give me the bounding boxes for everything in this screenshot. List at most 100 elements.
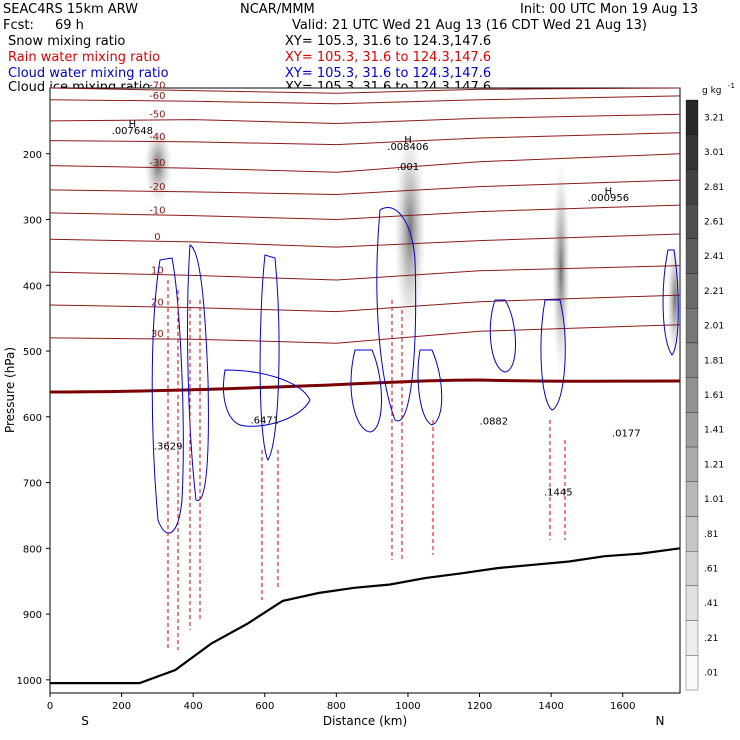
x-tick-label: 1200 [467, 701, 492, 712]
field-label-cloud-water: Cloud water mixing ratio [8, 66, 169, 81]
colorbar-label: 2.21 [704, 287, 724, 297]
field-label-rain: Rain water mixing ratio [8, 50, 161, 65]
colorbar-swatch [685, 412, 699, 448]
ice-plume [667, 240, 683, 360]
contour-annotation: .0177 [612, 429, 641, 440]
colorbar-label: 1.41 [704, 426, 724, 436]
temperature-label: -10 [149, 206, 165, 217]
temperature-contours: -70-60 -50 -40 -30 -20 -10 0 10 20 30 [49, 81, 681, 344]
y-axis-label: Pressure (hPa) [3, 347, 17, 433]
field-xy-cloud-water: XY= 105.3, 31.6 to 124.3,147.6 [285, 66, 492, 81]
terrain-line [50, 547, 681, 685]
fcst-label: Fcst: [3, 18, 34, 33]
colorbar-unit-exp: -1 [728, 82, 735, 90]
temperature-contour [49, 265, 681, 281]
contour-annotation: .007648 [112, 126, 153, 137]
colorbar-label: 1.21 [704, 460, 724, 470]
annotations: H.007648H.008406.001H.000956.3629.6471.0… [112, 119, 641, 498]
contour-annotation: .0882 [480, 417, 509, 428]
colorbar-label: 2.41 [704, 252, 724, 262]
x-tick-label: 400 [184, 701, 203, 712]
x-tick-label: 800 [327, 701, 346, 712]
colorbar-label: .61 [704, 565, 718, 575]
temperature-label: -50 [149, 110, 165, 121]
colorbar-label: 3.01 [704, 148, 724, 158]
contour-annotation: .3629 [154, 442, 183, 453]
temperature-label: 20 [151, 298, 164, 309]
colorbar-swatch [685, 551, 699, 587]
x-axis-label: Distance (km) [323, 714, 407, 728]
contour-annotation: .008406 [387, 142, 428, 153]
rain-water-contours [167, 280, 566, 650]
colorbar-unit: g kg [702, 86, 722, 96]
contour-annotation: .000956 [588, 193, 629, 204]
temperature-label: -60 [149, 91, 165, 102]
contour-annotation: H [404, 135, 412, 146]
colorbar-label: 3.21 [704, 113, 724, 123]
colorbar-label: .21 [704, 634, 718, 644]
temperature-contour [49, 113, 681, 125]
y-tick-label: 400 [23, 281, 42, 292]
colorbar-swatch [685, 273, 699, 309]
y-tick-label: 300 [23, 216, 42, 227]
field-label-snow: Snow mixing ratio [8, 34, 126, 49]
ice-plume [144, 125, 172, 205]
x-tick-label: 1400 [538, 701, 563, 712]
x-tick-label: 200 [112, 701, 131, 712]
colorbar: 3.21 3.01 2.81 2.61 2.41 2.21 2.01 1.81 1.61 1.41… [685, 99, 724, 691]
colorbar-label: .01 [704, 669, 718, 679]
y-tick-label: 800 [23, 544, 42, 555]
x-tick-label: 1000 [395, 701, 420, 712]
temperature-contour [49, 132, 681, 146]
contour-annotation: .001 [397, 162, 419, 173]
init-time: Init: 00 UTC Mon 19 Aug 13 [520, 2, 699, 17]
ice-plume [552, 160, 570, 380]
colorbar-swatch [685, 308, 699, 344]
temperature-contour [49, 204, 681, 221]
colorbar-swatch [685, 99, 699, 135]
contour-annotation: .1445 [544, 488, 573, 499]
colorbar-label: .41 [704, 599, 718, 609]
contour-annotation: H [129, 119, 137, 130]
colorbar-swatch [685, 620, 699, 656]
x-tick-label: 600 [255, 701, 274, 712]
colorbar-swatch [685, 134, 699, 170]
temperature-contour [49, 95, 681, 105]
colorbar-swatch [685, 481, 699, 517]
temperature-label: 10 [151, 265, 164, 276]
colorbar-label: 1.01 [704, 495, 724, 505]
field-xy-rain: XY= 105.3, 31.6 to 124.3,147.6 [285, 50, 492, 65]
colorbar-swatch [685, 655, 699, 691]
x-tick-label: 0 [47, 701, 53, 712]
y-tick-label: 600 [23, 413, 42, 424]
colorbar-label: 1.61 [704, 391, 724, 401]
x-axis: 0 200 400 600 800 1000 1200 1400 1600 [47, 693, 635, 712]
x-end-left: S [81, 714, 89, 728]
fcst-value: 69 h [55, 18, 84, 33]
valid-time: Valid: 21 UTC Wed 21 Aug 13 (16 CDT Wed … [292, 18, 647, 33]
org-label: NCAR/MMM [240, 2, 315, 17]
colorbar-swatch [685, 342, 699, 378]
colorbar-label: 2.01 [704, 322, 724, 332]
temperature-label: -70 [149, 81, 165, 92]
colorbar-swatch [685, 446, 699, 482]
y-axis: 200 300 400 500 600 700 800 900 1000 [17, 150, 50, 687]
temperature-label: -40 [149, 132, 165, 143]
contour-annotation: .6471 [250, 415, 279, 426]
ice-plume [394, 125, 426, 335]
temperature-contour [49, 324, 681, 344]
colorbar-swatch [685, 238, 699, 274]
temperature-label: -30 [149, 158, 165, 169]
colorbar-swatch [685, 585, 699, 621]
x-end-right: N [656, 714, 665, 728]
colorbar-label: .81 [704, 530, 718, 540]
y-tick-label: 1000 [17, 676, 42, 687]
temperature-contour [49, 87, 681, 94]
contour-annotation: H [605, 187, 613, 198]
y-tick-label: 500 [23, 347, 42, 358]
x-tick-label: 1600 [610, 701, 635, 712]
colorbar-swatch [685, 169, 699, 205]
temperature-label: 30 [151, 329, 164, 340]
model-title: SEAC4RS 15km ARW [3, 2, 139, 17]
